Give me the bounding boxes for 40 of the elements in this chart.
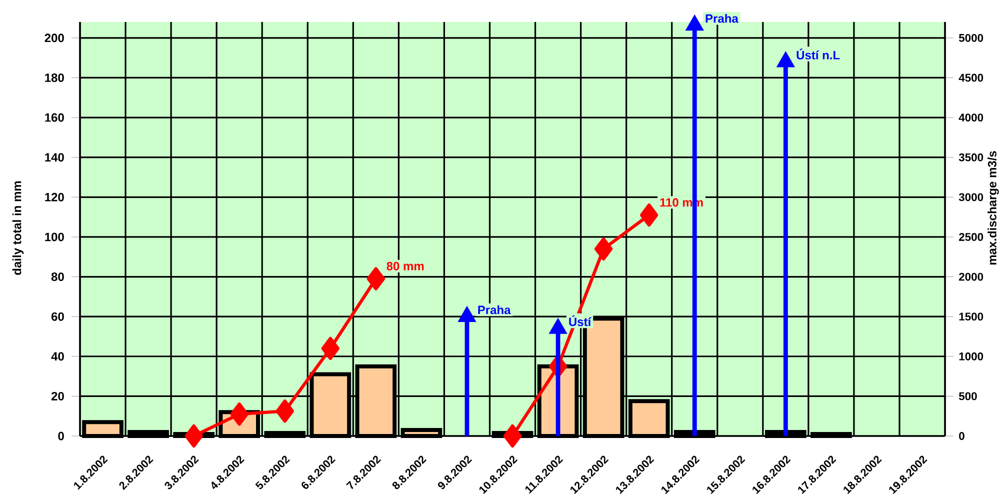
data-label: Ústí n.L	[796, 48, 840, 60]
y2-tick-label: 500	[958, 392, 977, 400]
y2-tick-label: 3000	[958, 193, 984, 202]
y-axis-title: daily total in mm	[12, 181, 24, 275]
y-tick-label: 180	[45, 73, 64, 82]
y-tick-label: 160	[45, 113, 64, 122]
data-label: Praha	[706, 14, 738, 23]
y-tick-label: 120	[45, 192, 64, 202]
y2-axis-title: max.discharge m3/s	[988, 151, 999, 265]
point	[458, 306, 476, 322]
y-tick-label: 80	[51, 272, 64, 282]
y2-tick-label: 4500	[958, 74, 984, 82]
point	[276, 400, 294, 423]
point	[594, 237, 613, 261]
y2-tick-label: 2500	[958, 233, 984, 241]
annotation: 80 mm	[386, 262, 424, 270]
y2-tick-label: 0	[959, 432, 964, 440]
y-tick-label: 60	[51, 312, 64, 321]
point	[776, 51, 795, 68]
y-tick-label: 20	[51, 392, 64, 400]
y-tick-label: 200	[44, 34, 64, 42]
point	[686, 14, 704, 31]
point	[366, 267, 386, 290]
y2-tick-label: 4000	[958, 114, 984, 122]
data-label: Praha	[478, 305, 511, 314]
point	[548, 318, 568, 334]
y-tick-label: 100	[45, 232, 64, 242]
y2-tick-label: 3500	[958, 153, 984, 162]
point	[321, 336, 340, 360]
y2-tick-label: 5000	[958, 34, 984, 42]
point	[503, 424, 522, 448]
y-tick-label: 140	[45, 153, 64, 162]
y2-tick-label: 1500	[959, 312, 984, 321]
y-tick-label: 0	[58, 432, 64, 440]
y2-tick-label: 2000	[958, 272, 984, 281]
y-tick-label: 40	[51, 352, 64, 361]
point	[640, 203, 658, 227]
point	[184, 424, 203, 448]
y2-tick-label: 1000	[959, 352, 984, 360]
data-label: Ústí	[569, 315, 592, 326]
